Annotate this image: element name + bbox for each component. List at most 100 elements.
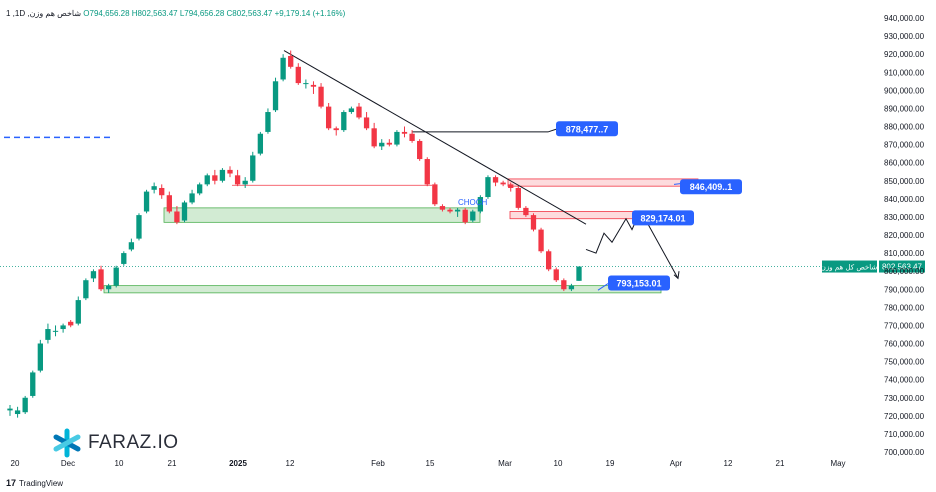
candle-body bbox=[417, 140, 423, 160]
candle-body bbox=[348, 108, 355, 113]
candle-body bbox=[401, 131, 408, 134]
candle-body bbox=[492, 177, 499, 183]
candle-body bbox=[265, 112, 271, 132]
y-tick-label: 860,000.00 bbox=[884, 159, 925, 168]
y-tick-label: 920,000.00 bbox=[884, 50, 925, 59]
candle-body bbox=[515, 187, 521, 208]
last-price-badge[interactable] bbox=[879, 260, 925, 273]
label-pointer bbox=[597, 283, 609, 291]
price-label-box[interactable] bbox=[632, 210, 694, 226]
candle-body bbox=[60, 325, 66, 330]
x-tick-label: 10 bbox=[554, 459, 563, 468]
x-tick-label: Apr bbox=[670, 459, 683, 468]
candle-body bbox=[75, 300, 81, 324]
trend-line bbox=[283, 50, 587, 225]
x-tick-label: 21 bbox=[168, 459, 177, 468]
supply-zone bbox=[509, 211, 648, 220]
last-price-name: شاخص کل هم وزن bbox=[821, 264, 878, 272]
candle-body bbox=[303, 83, 309, 85]
candles-layer bbox=[7, 50, 582, 418]
asterisk-logo-icon bbox=[52, 428, 82, 458]
candle-body bbox=[454, 209, 461, 212]
candle-body bbox=[447, 209, 453, 212]
candle-body bbox=[181, 202, 188, 221]
candle-body bbox=[113, 267, 119, 286]
candle-body bbox=[227, 169, 233, 174]
candle-body bbox=[174, 211, 180, 223]
candle-body bbox=[561, 280, 567, 290]
ohlc-values: O794,656.28 H802,563.47 L794,656.28 C802… bbox=[83, 9, 346, 18]
x-tick-label: 10 bbox=[115, 459, 124, 468]
candle-body bbox=[272, 81, 279, 111]
candle-body bbox=[83, 280, 89, 299]
price-label-text: 846,409..1 bbox=[690, 182, 733, 192]
price-label-box[interactable] bbox=[608, 275, 670, 291]
candle-body bbox=[250, 155, 256, 181]
x-tick-label: 12 bbox=[724, 459, 733, 468]
choch-label: CHOCH bbox=[458, 198, 488, 207]
candle-body bbox=[143, 191, 150, 212]
candle-body bbox=[341, 112, 347, 131]
price-axis[interactable]: 940,000.00 930,000.00 920,000.00 910,000.00… bbox=[884, 14, 925, 457]
labels-layer: 878,477..7 846,409..1 829,174.01 793,153.01… bbox=[458, 121, 925, 291]
candle-body bbox=[576, 266, 582, 281]
candle-body bbox=[424, 159, 430, 185]
y-tick-label: 890,000.00 bbox=[884, 104, 925, 113]
candle-body bbox=[409, 133, 415, 141]
footer-brand[interactable]: 17 TradingView bbox=[6, 478, 63, 488]
brand-label: TradingView bbox=[19, 478, 64, 488]
candle-body bbox=[538, 229, 544, 252]
candle-body bbox=[257, 133, 264, 154]
candle-body bbox=[159, 187, 165, 196]
candle-body bbox=[379, 142, 385, 147]
candle-body bbox=[477, 197, 484, 212]
x-tick-label: Feb bbox=[371, 459, 385, 468]
candle-body bbox=[470, 211, 476, 221]
candle-body bbox=[14, 410, 21, 415]
candle-body bbox=[197, 184, 203, 194]
y-tick-label: 750,000.00 bbox=[884, 358, 925, 367]
candle-body bbox=[45, 329, 51, 340]
x-tick-label: Dec bbox=[61, 459, 75, 468]
candle-body bbox=[325, 106, 332, 129]
candle-body bbox=[234, 175, 241, 185]
candle-body bbox=[386, 142, 392, 145]
y-tick-label: 880,000.00 bbox=[884, 123, 925, 132]
candle-body bbox=[295, 66, 301, 84]
y-tick-label: 790,000.00 bbox=[884, 285, 925, 294]
x-tick-label: Mar bbox=[498, 459, 512, 468]
price-label-box[interactable] bbox=[556, 121, 618, 137]
last-price-value: 802,563.47 bbox=[882, 263, 923, 272]
x-tick-label: 12 bbox=[286, 459, 295, 468]
y-tick-label: 700,000.00 bbox=[884, 448, 925, 457]
y-tick-label: 780,000.00 bbox=[884, 303, 925, 312]
candle-body bbox=[166, 195, 172, 212]
candle-body bbox=[432, 184, 438, 205]
demand-zone bbox=[103, 285, 662, 294]
y-tick-label: 730,000.00 bbox=[884, 394, 925, 403]
candle-body bbox=[98, 269, 104, 290]
price-label-text: 878,477..7 bbox=[566, 124, 609, 134]
price-label-box[interactable] bbox=[680, 179, 742, 195]
candle-body bbox=[288, 55, 294, 67]
y-tick-label: 770,000.00 bbox=[884, 321, 925, 330]
x-tick-label: May bbox=[830, 459, 845, 468]
candle-body bbox=[151, 186, 157, 190]
symbol-name[interactable]: 1 ,1D ,شاخص هم وزن bbox=[6, 9, 82, 18]
y-tick-label: 900,000.00 bbox=[884, 86, 925, 95]
candle-body bbox=[37, 343, 44, 371]
x-tick-label: 20 bbox=[11, 459, 20, 468]
y-tick-label: 840,000.00 bbox=[884, 195, 925, 204]
candle-body bbox=[568, 285, 575, 290]
candle-body bbox=[371, 128, 377, 147]
y-tick-label: 820,000.00 bbox=[884, 231, 925, 240]
candle-body bbox=[333, 128, 339, 131]
candle-body bbox=[363, 117, 370, 129]
y-tick-label: 740,000.00 bbox=[884, 376, 925, 385]
time-axis[interactable]: 20 Dec 10 21 2025 12 Feb 15 Mar 10 19 Apr 12 21 May bbox=[11, 459, 846, 468]
y-tick-label: 830,000.00 bbox=[884, 213, 925, 222]
y-tick-label: 930,000.00 bbox=[884, 32, 925, 41]
tradingview-icon: 17 bbox=[6, 478, 17, 488]
candle-body bbox=[310, 84, 317, 87]
